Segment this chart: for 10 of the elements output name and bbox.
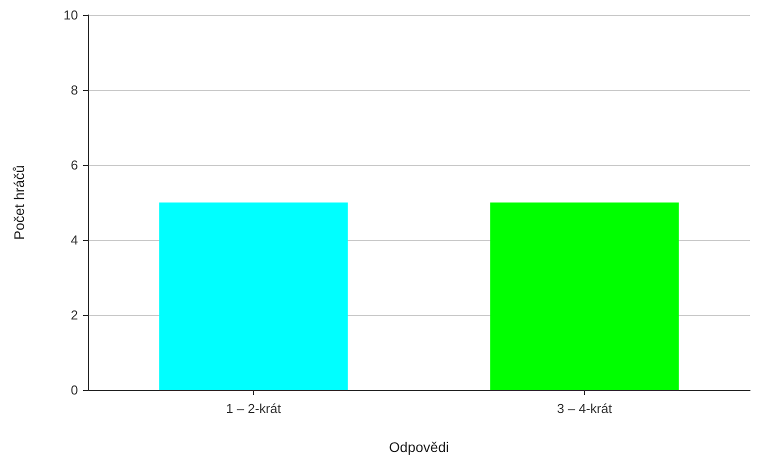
x-axis-title: Odpovědi (389, 439, 449, 455)
y-axis-title: Počet hráčů (11, 165, 27, 240)
x-tick-label: 3 – 4-krát (557, 401, 612, 416)
y-tick-label: 10 (64, 8, 78, 22)
y-tick-label: 2 (70, 308, 78, 322)
y-tick-label: 4 (70, 232, 78, 248)
y-tick-label: 8 (70, 82, 78, 98)
x-tick-label: 1 – 2-krát (226, 401, 282, 416)
y-tick-label: 0 (70, 382, 78, 398)
y-tick-label: 6 (70, 158, 78, 172)
